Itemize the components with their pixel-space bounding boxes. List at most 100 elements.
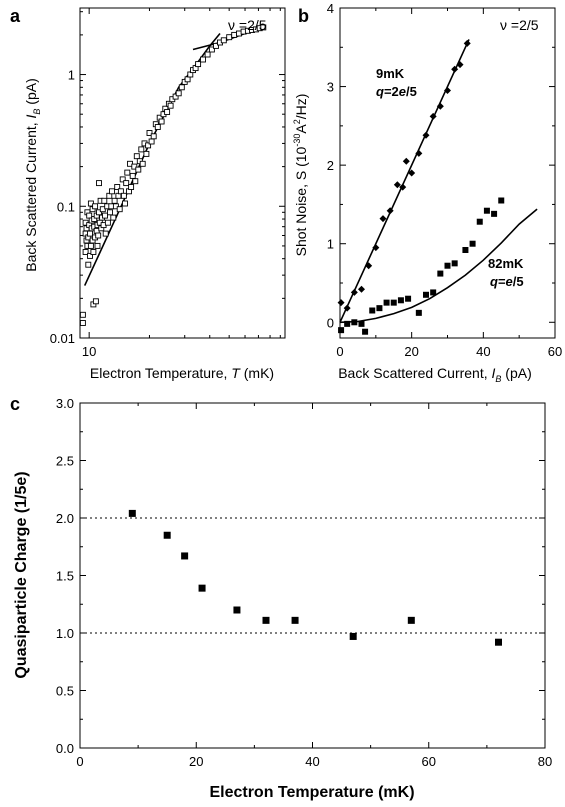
panel-b-point-9mk	[358, 285, 365, 293]
panel-b-point-9mk	[408, 169, 416, 177]
panel-b-label: b	[298, 6, 309, 26]
panel-b-fit-lines	[339, 39, 538, 324]
panel-c-point	[163, 531, 171, 539]
panel-a-point	[87, 252, 93, 259]
panel-b-xtick-label: 60	[548, 344, 562, 359]
panel-a-ticks: 0.01 0.1 1 10	[50, 8, 285, 359]
panel-b-point-82mk	[423, 291, 429, 298]
panel-b-xtick-label: 20	[404, 344, 418, 359]
panel-c-xlabel: Electron Temperature (mK)	[209, 784, 414, 801]
panel-a-point	[79, 311, 86, 318]
panel-b-ytick-label: 2	[327, 158, 334, 173]
panel-b-point-82mk	[430, 289, 437, 296]
panel-c-reference-lines	[80, 517, 545, 634]
panel-a-point	[123, 180, 130, 187]
panel-a-point	[114, 184, 121, 190]
panel-a-point	[178, 84, 185, 91]
panel-a-point	[87, 242, 94, 249]
panel-a-point	[101, 197, 108, 204]
panel-b-point-82mk	[376, 305, 383, 312]
panel-b-point-82mk	[383, 299, 390, 306]
panel-a-point	[145, 142, 152, 149]
panel-a-point	[154, 124, 161, 130]
panel-a-fit-lines	[83, 26, 266, 286]
panel-a-point	[116, 206, 123, 213]
panel-b-point-82mk	[369, 307, 376, 314]
panel-c-point	[495, 638, 502, 646]
panel-b-point-9mk	[393, 181, 401, 189]
panel-c-point	[262, 616, 270, 624]
panel-a-point	[129, 172, 136, 179]
panel-a-point	[213, 42, 219, 49]
panel-b-point-9mk	[402, 157, 410, 165]
panel-a-point	[119, 176, 126, 183]
panel-b-point-9mk	[386, 207, 394, 215]
panel-c-xtick-label: 40	[305, 754, 319, 769]
panel-a-point	[79, 320, 86, 326]
panel-b-point-82mk	[362, 328, 369, 335]
panel-b-point-82mk	[415, 309, 422, 316]
series-82mk-label: 82mK	[488, 256, 524, 271]
panel-a-point	[128, 184, 135, 190]
panel-a-point	[220, 37, 227, 44]
panel-c-point	[198, 584, 206, 592]
panel-a-point	[132, 178, 139, 185]
panel-a-point	[231, 31, 238, 38]
panel-a-point	[96, 180, 102, 187]
panel-a-point	[102, 230, 109, 237]
panel-a-label: a	[10, 6, 21, 26]
panel-b-point-9mk	[436, 102, 444, 110]
panel-a-point	[260, 24, 267, 31]
panel-b-point-82mk	[476, 218, 483, 225]
panel-b-point-9mk	[415, 149, 423, 157]
panel-a-point	[175, 90, 182, 97]
panel-b-point-82mk	[390, 299, 397, 306]
panel-a-ytick-label: 0.01	[50, 331, 75, 346]
panel-b-ylabel: Shot Noise, S (10-30A2/Hz)	[292, 94, 309, 257]
panel-a-point	[92, 203, 99, 210]
panel-b-point-82mk	[351, 319, 358, 326]
panel-b-point-9mk	[451, 65, 459, 73]
panel-a-ylabel: Back Scattered Current, IB (pA)	[23, 78, 42, 272]
panel-c-xtick-label: 60	[422, 754, 436, 769]
panel-c-ytick-label: 2.5	[56, 454, 74, 469]
panel-b-point-9mk	[463, 39, 471, 47]
panel-b-point-82mk	[451, 260, 458, 267]
panel-a-point	[85, 261, 92, 268]
panel-b-point-9mk	[399, 183, 407, 191]
panel-a-point	[208, 46, 215, 53]
panel-a-point	[204, 51, 211, 58]
panel-a-xlabel: Electron Temperature, T (mK)	[90, 365, 274, 381]
panel-b-xtick-label: 40	[476, 344, 490, 359]
panel-a-point	[82, 249, 89, 255]
panel-a-point	[90, 249, 97, 255]
panel-c-xtick-label: 80	[538, 754, 552, 769]
panel-b-point-82mk	[462, 247, 469, 253]
panel-b-point-9mk	[337, 299, 345, 307]
panel-c-ylabel: Quasiparticle Charge (1/5e)	[13, 471, 30, 678]
panel-a-point	[86, 212, 93, 219]
panel-c-ytick-label: 3.0	[56, 396, 74, 411]
panel-b-point-82mk	[397, 297, 404, 304]
panel-c-xtick-label: 0	[76, 754, 83, 769]
panel-c-ytick-label: 1.5	[56, 569, 74, 584]
panel-a-point	[117, 188, 124, 195]
panel-a-point	[172, 93, 179, 100]
panel-a-frame	[79, 7, 286, 339]
panel-b-point-9mk	[350, 288, 358, 296]
panel-b-ytick-label: 4	[327, 1, 334, 16]
panel-a-point	[109, 188, 115, 195]
panel-b-points	[337, 39, 505, 335]
panel-a-point	[135, 166, 142, 173]
panel-c-points	[128, 509, 502, 646]
panel-a-point	[95, 232, 102, 239]
panel-c-point	[181, 552, 189, 560]
panel-a-point	[111, 197, 118, 204]
panel-a-point	[150, 133, 157, 140]
panel-c-ytick-label: 1.0	[56, 626, 74, 641]
panel-a-point	[102, 212, 108, 219]
panel-c-ytick-label: 0.5	[56, 684, 74, 699]
panel-b-point-82mk	[344, 320, 351, 327]
